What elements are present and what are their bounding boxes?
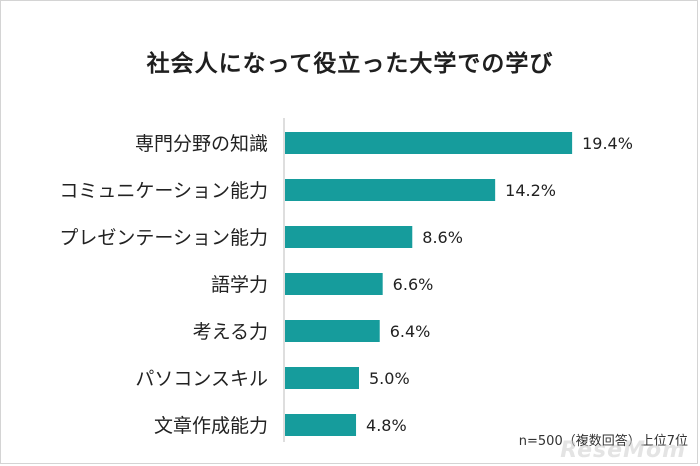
bar bbox=[285, 273, 383, 295]
category-label: パソコンスキル bbox=[135, 368, 268, 390]
bar bbox=[285, 179, 496, 201]
brand-watermark: ReseMom bbox=[560, 438, 686, 463]
value-label: 6.6% bbox=[393, 275, 434, 294]
value-label: 14.2% bbox=[505, 181, 556, 200]
category-label: コミュニケーション能力 bbox=[59, 180, 268, 202]
category-label: 考える力 bbox=[193, 321, 268, 343]
category-label: プレゼンテーション能力 bbox=[59, 227, 268, 249]
bars-group: 専門分野の知識 19.4% コミュニケーション能力 14.2% プレゼンテーション能力 8… bbox=[59, 132, 633, 437]
bar bbox=[285, 132, 573, 154]
bar bbox=[285, 414, 357, 436]
chart-title: 社会人になって役立った大学での学び bbox=[146, 51, 554, 77]
category-label: 文章作成能力 bbox=[154, 415, 268, 437]
bar bbox=[285, 367, 359, 389]
category-label: 語学力 bbox=[211, 274, 268, 296]
value-label: 8.6% bbox=[422, 228, 463, 247]
value-label: 19.4% bbox=[582, 134, 633, 153]
value-label: 4.8% bbox=[366, 416, 407, 435]
category-label: 専門分野の知識 bbox=[135, 133, 268, 155]
bar bbox=[285, 320, 380, 342]
bar bbox=[285, 226, 413, 248]
value-label: 6.4% bbox=[390, 322, 431, 341]
value-label: 5.0% bbox=[369, 369, 410, 388]
sample-note: n=500（複数回答）上位7位 bbox=[518, 434, 688, 449]
